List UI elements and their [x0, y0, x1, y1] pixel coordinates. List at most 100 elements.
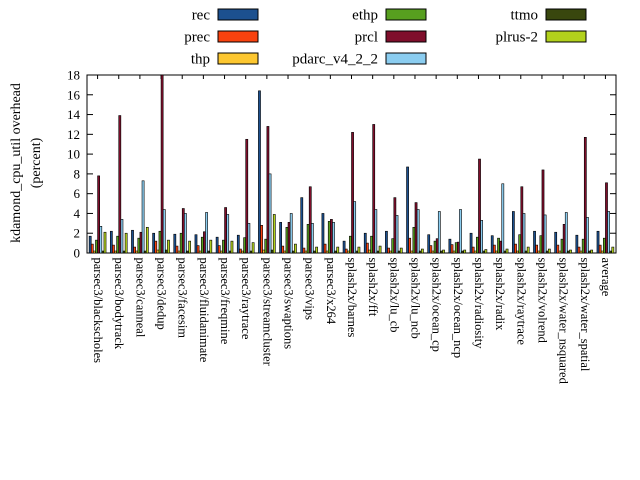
bar-prcl-4	[181, 208, 185, 254]
bar-pdarc_v4_2_2-4	[184, 213, 187, 254]
x-category-label: splash2x/ocean_cp	[430, 258, 444, 352]
x-category-label: parsec3/swaptions	[282, 258, 296, 350]
bar-plrus-2-6	[230, 240, 234, 254]
x-category-label: splash2x/raytrace	[514, 258, 528, 346]
x-category-label: splash2x/fft	[366, 258, 380, 317]
bar-prec-10	[302, 247, 306, 254]
x-category-label: splash2x/radix	[493, 258, 507, 332]
bar-pdarc_v4_2_2-20	[522, 213, 526, 254]
bar-ethp-8	[264, 238, 268, 254]
y-tick-label: 10	[67, 147, 80, 162]
bar-pdarc_v4_2_2-17	[459, 209, 462, 254]
bar-rec-6	[215, 236, 219, 254]
bar-ethp-11	[327, 221, 331, 254]
bar-plrus-2-10	[315, 246, 318, 254]
x-category-label: parsec3/facesim	[176, 258, 190, 339]
bar-pdarc_v4_2_2-0	[99, 226, 103, 254]
bar-plrus-2-12	[357, 246, 361, 254]
bar-rec-3	[152, 232, 156, 254]
bar-thp-11	[325, 250, 329, 254]
bar-thp-3	[156, 249, 160, 254]
bar-pdarc_v4_2_2-2	[141, 180, 145, 254]
bar-rec-7	[236, 234, 240, 254]
bar-plrus-2-5	[209, 239, 213, 254]
bar-pdarc_v4_2_2-22	[564, 212, 568, 254]
x-category-label: splash2x/radiosity	[472, 258, 486, 350]
bar-prec-14	[387, 247, 390, 254]
bar-prcl-18	[478, 158, 481, 254]
bar-plrus-2-18	[484, 249, 488, 254]
bar-thp-16	[431, 250, 435, 254]
bar-pdarc_v4_2_2-19	[501, 183, 505, 254]
bar-plrus-2-22	[569, 249, 572, 254]
legend-label-rec: rec	[192, 8, 211, 24]
bar-ethp-15	[412, 226, 416, 254]
bar-plrus-2-11	[336, 246, 340, 254]
bar-ttmo-11	[334, 250, 337, 254]
bar-prec-0	[90, 243, 94, 254]
bar-ttmo-8	[270, 249, 274, 254]
legend-swatch-thp	[217, 52, 259, 65]
bar-ttmo-14	[397, 250, 401, 254]
bar-ethp-7	[243, 237, 247, 254]
bar-prcl-21	[541, 169, 545, 254]
bar-prcl-19	[499, 240, 503, 254]
bar-ethp-12	[349, 235, 352, 254]
x-category-label: splash2x/barnes	[345, 258, 359, 338]
bar-prec-23	[577, 246, 581, 254]
bar-prec-20	[514, 243, 517, 254]
bar-ttmo-2	[143, 250, 147, 254]
bar-rec-22	[554, 231, 558, 254]
bar-ethp-1	[116, 235, 120, 254]
bar-pdarc_v4_2_2-18	[480, 220, 483, 254]
x-category-label: splash2x/water_spatial	[578, 258, 592, 372]
bar-rec-10	[300, 197, 304, 254]
bar-ethp-22	[560, 238, 564, 254]
bar-plrus-2-4	[188, 240, 191, 254]
legend-label-thp: thp	[191, 52, 210, 68]
bar-rec-18	[469, 232, 473, 254]
bar-rec-4	[173, 233, 177, 254]
bar-thp-12	[346, 250, 350, 254]
bar-plrus-2-9	[294, 243, 297, 254]
legend-label-prec: prec	[184, 30, 210, 46]
bar-prcl-9	[287, 222, 291, 254]
bar-ttmo-10	[313, 250, 316, 254]
bar-plrus-2-1	[124, 232, 128, 254]
bar-prcl-11	[330, 219, 333, 254]
legend-swatch-pdarc_v4_2_2	[385, 52, 427, 65]
bar-ethp-3	[158, 230, 162, 254]
bar-rec-19	[490, 235, 494, 254]
bar-plrus-2-14	[399, 247, 403, 254]
bar-rec-9	[279, 222, 282, 254]
y-tick-label: 8	[74, 166, 81, 181]
bar-ethp-13	[370, 235, 373, 254]
legend-label-plrus-2: plrus-2	[496, 30, 539, 46]
bar-ethp-2	[137, 237, 141, 254]
legend-label-ttmo: ttmo	[510, 8, 538, 24]
bar-rec-11	[321, 213, 325, 254]
bar-thp-20	[516, 250, 519, 254]
bar-prec-24	[598, 244, 602, 254]
y-tick-label: 18	[67, 68, 80, 83]
bar-prcl-6	[224, 207, 227, 254]
x-category-label: splash2x/ocean_ncp	[451, 258, 465, 359]
bar-ethp-4	[179, 232, 183, 254]
bar-pdarc_v4_2_2-9	[289, 213, 293, 254]
bar-rec-23	[575, 234, 579, 254]
bar-prcl-5	[203, 231, 206, 254]
bar-prec-12	[344, 248, 348, 254]
bar-thp-24	[600, 250, 604, 254]
bar-ethp-10	[306, 224, 310, 254]
bar-pdarc_v4_2_2-6	[226, 214, 230, 254]
legend-swatch-rec	[217, 8, 259, 21]
bar-prcl-13	[372, 124, 376, 254]
bar-prec-8	[260, 225, 263, 254]
y-tick-label: 2	[74, 226, 81, 241]
bar-prcl-24	[605, 182, 608, 254]
bar-pdarc_v4_2_2-21	[543, 214, 547, 254]
bar-ttmo-23	[588, 250, 591, 254]
bar-prec-9	[281, 245, 285, 254]
bar-prec-16	[429, 245, 433, 254]
bar-prec-22	[556, 244, 560, 254]
